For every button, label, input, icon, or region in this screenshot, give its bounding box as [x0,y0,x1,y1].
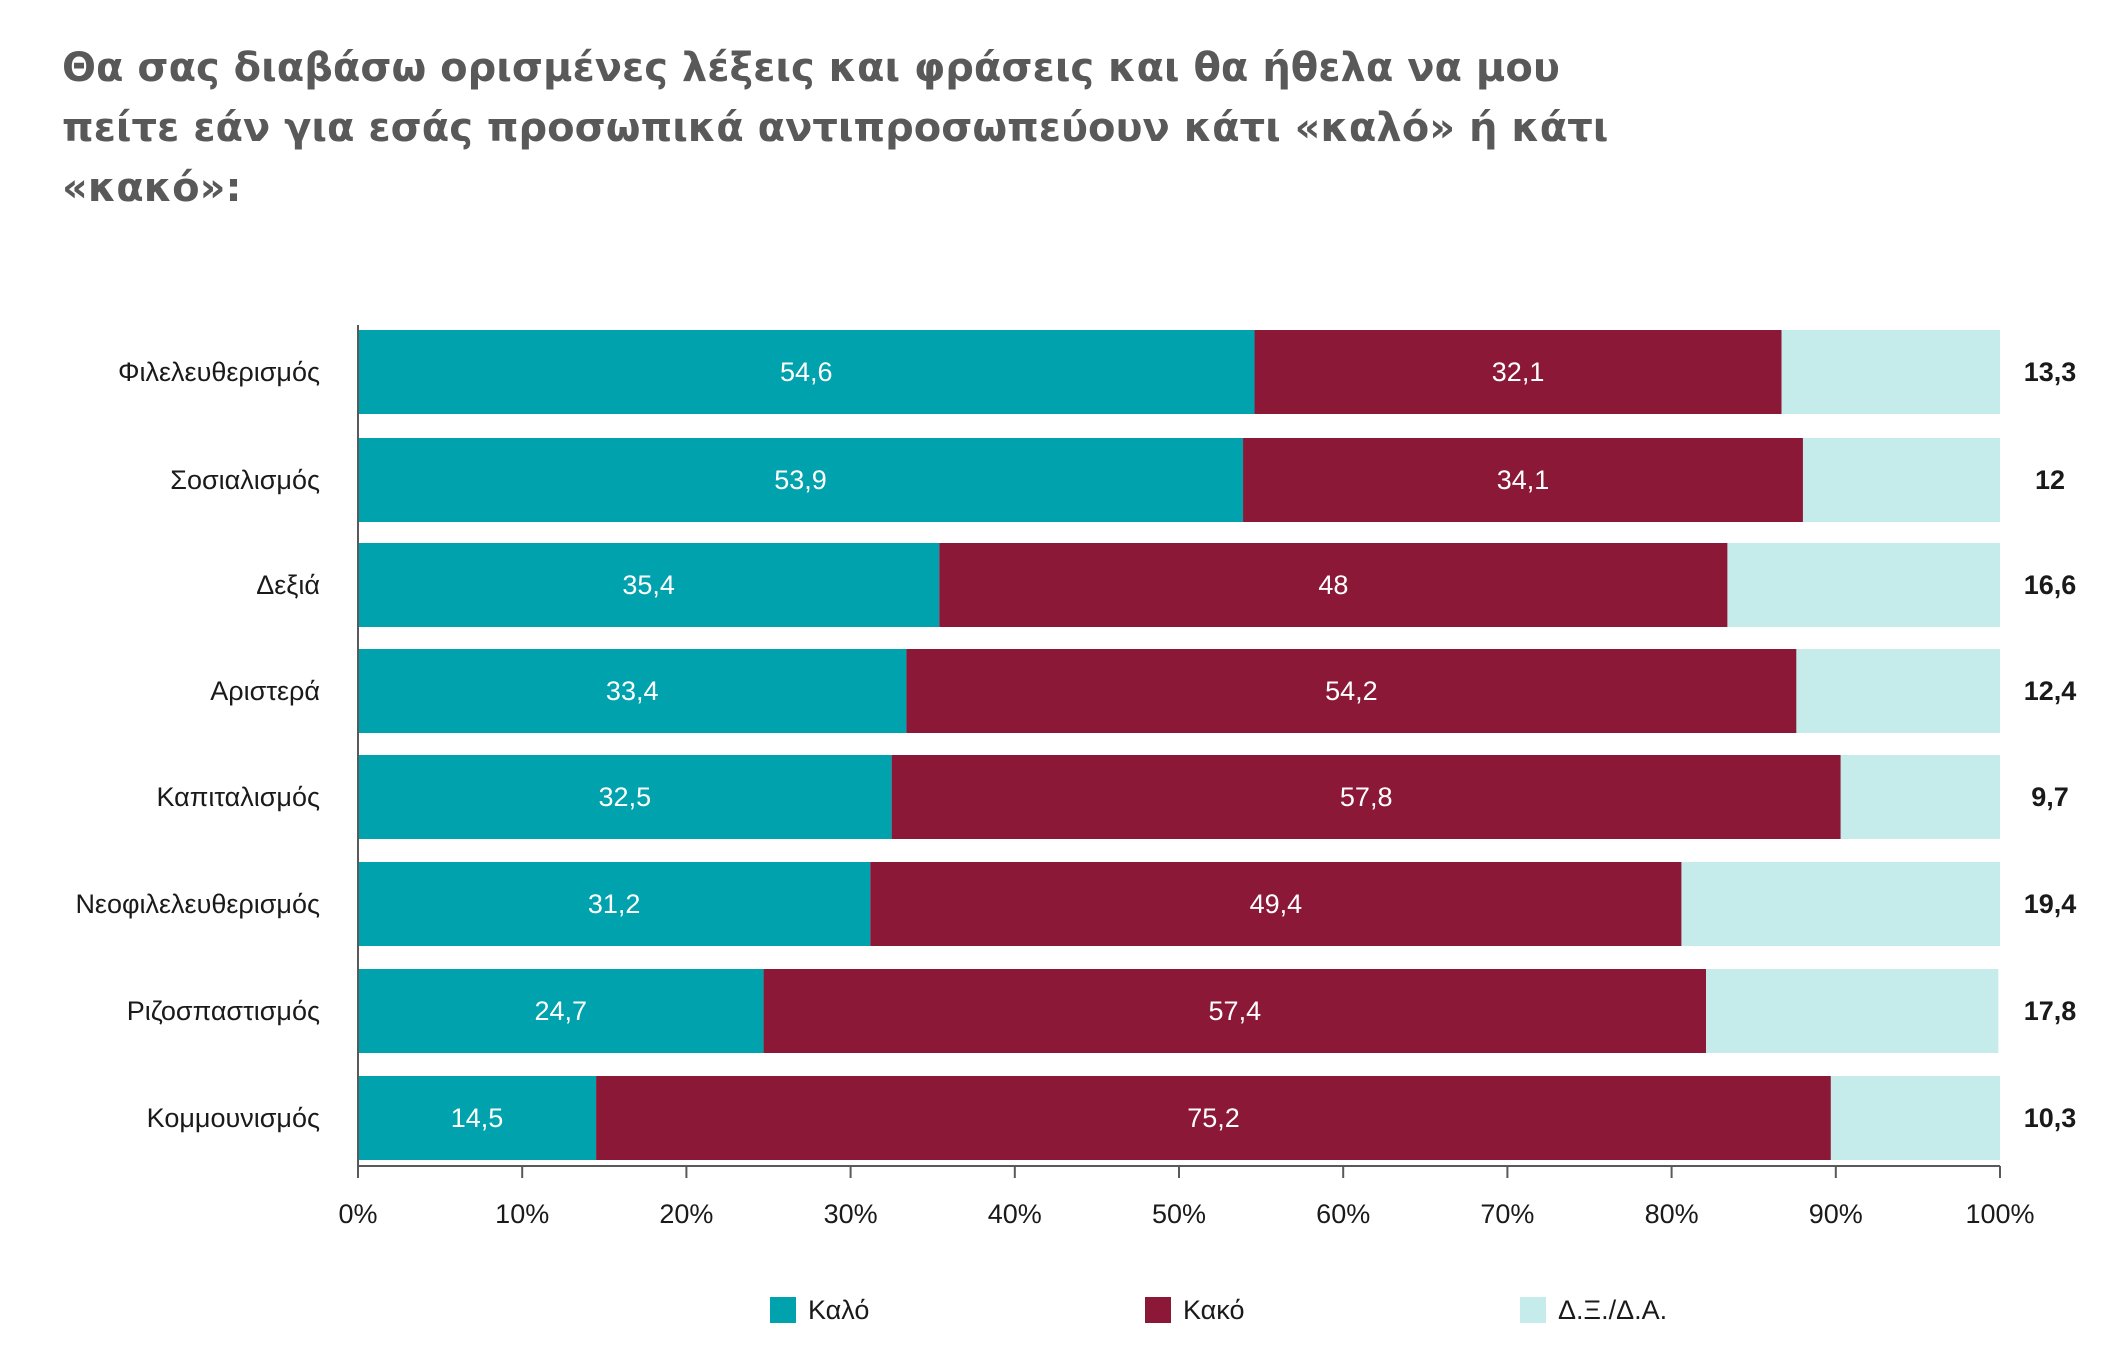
data-label-κακό-δεξιά: 48 [1318,570,1348,600]
category-label-φιλελευθερισμός: Φιλελευθερισμός [118,357,320,387]
x-tick-label-3: 30% [824,1199,878,1229]
bar-καλό-δεξιά [358,543,940,627]
data-label-δ-ξ-δ-α-σοσιαλισμός: 12 [2035,465,2065,495]
bar-δ-ξ-δ-α-καπιταλισμός [1840,755,2000,839]
bar-κακό-κομμουνισμός [596,1076,1831,1160]
data-label-δ-ξ-δ-α-δεξιά: 16,6 [2024,570,2077,600]
legend-label-κακό: Κακό [1183,1295,1244,1325]
bar-δ-ξ-δ-α-φιλελευθερισμός [1781,330,2000,414]
chart-title: Θα σας διαβάσω ορισμένες λέξεις και φράσ… [62,45,1609,211]
category-label-κομμουνισμός: Κομμουνισμός [147,1103,320,1133]
x-tick-label-0: 0% [338,1199,377,1229]
data-label-κακό-φιλελευθερισμός: 32,1 [1492,357,1545,387]
data-label-καλό-δεξιά: 35,4 [622,570,675,600]
data-label-κακό-κομμουνισμός: 75,2 [1187,1103,1240,1133]
data-label-δ-ξ-δ-α-κομμουνισμός: 10,3 [2024,1103,2077,1133]
legend: Καλό Κακό Δ.Ξ./Δ.Α. [770,1295,1667,1325]
x-tick-label-6: 60% [1316,1199,1370,1229]
data-label-κακό-ριζοσπαστισμός: 57,4 [1209,996,1262,1026]
bar-κακό-ριζοσπαστισμός [763,969,1707,1053]
x-tick-label-4: 40% [988,1199,1042,1229]
data-label-κακό-αριστερά: 54,2 [1325,676,1378,706]
x-tick-label-10: 100% [1965,1199,2034,1229]
data-label-κακό-σοσιαλισμός: 34,1 [1497,465,1550,495]
category-label-αριστερά: Αριστερά [210,676,320,706]
data-label-καλό-νεοφιλελευθερισμός: 31,2 [588,889,641,919]
bar-δ-ξ-δ-α-νεοφιλελευθερισμός [1681,862,2000,946]
bar-καλό-σοσιαλισμός [358,438,1244,522]
x-tick-label-7: 70% [1480,1199,1534,1229]
data-label-καλό-φιλελευθερισμός: 54,6 [780,357,833,387]
data-label-δ-ξ-δ-α-καπιταλισμός: 9,7 [2031,782,2069,812]
data-label-καλό-αριστερά: 33,4 [606,676,659,706]
data-label-δ-ξ-δ-α-νεοφιλελευθερισμός: 19,4 [2024,889,2077,919]
x-tick-label-2: 20% [659,1199,713,1229]
data-label-κακό-καπιταλισμός: 57,8 [1340,782,1393,812]
legend-label-δ-ξ-δ-α: Δ.Ξ./Δ.Α. [1558,1295,1667,1325]
bar-δ-ξ-δ-α-δεξιά [1727,543,2000,627]
bar-κακό-δεξιά [939,543,1728,627]
bar-καλό-κομμουνισμός [358,1076,597,1160]
bars-group: 54,6 32,1 13,3 53,9 34,1 12 35,4 48 16,6 33,4 54,2… [358,330,2076,1160]
bar-κακό-σοσιαλισμός [1243,438,1803,522]
data-label-δ-ξ-δ-α-αριστερά: 12,4 [2024,676,2077,706]
data-label-δ-ξ-δ-α-φιλελευθερισμός: 13,3 [2024,357,2077,387]
category-label-δεξιά: Δεξιά [256,570,320,600]
bar-δ-ξ-δ-α-κομμουνισμός [1830,1076,2000,1160]
category-label-σοσιαλισμός: Σοσιαλισμός [170,465,320,495]
axes-group: Φιλελευθερισμός Σοσιαλισμός Δεξιά Αριστερά Κ… [75,325,2035,1229]
x-tick-label-8: 80% [1645,1199,1699,1229]
bar-δ-ξ-δ-α-αριστερά [1796,649,2000,733]
legend-swatch-κακό [1145,1297,1171,1323]
data-label-καλό-σοσιαλισμός: 53,9 [774,465,827,495]
category-label-καπιταλισμός: Καπιταλισμός [156,782,320,812]
bar-δ-ξ-δ-α-σοσιαλισμός [1802,438,2000,522]
data-label-καλό-ριζοσπαστισμός: 24,7 [535,996,588,1026]
data-label-καλό-καπιταλισμός: 32,5 [599,782,652,812]
bar-καλό-καπιταλισμός [358,755,892,839]
x-tick-label-5: 50% [1152,1199,1206,1229]
data-label-καλό-κομμουνισμός: 14,5 [451,1103,504,1133]
category-label-ριζοσπαστισμός: Ριζοσπαστισμός [127,996,320,1026]
legend-swatch-καλό [770,1297,796,1323]
bar-καλό-νεοφιλελευθερισμός [358,862,871,946]
x-tick-label-1: 10% [495,1199,549,1229]
bar-καλό-αριστερά [358,649,907,733]
bar-κακό-φιλελευθερισμός [1254,330,1782,414]
x-tick-label-9: 90% [1809,1199,1863,1229]
data-label-κακό-νεοφιλελευθερισμός: 49,4 [1250,889,1303,919]
legend-label-καλό: Καλό [808,1295,869,1325]
legend-swatch-δ-ξ-δ-α [1520,1297,1546,1323]
data-label-δ-ξ-δ-α-ριζοσπαστισμός: 17,8 [2024,996,2077,1026]
bar-κακό-καπιταλισμός [891,755,1841,839]
bar-καλό-ριζοσπαστισμός [358,969,764,1053]
bar-κακό-νεοφιλελευθερισμός [870,862,1682,946]
bar-καλό-φιλελευθερισμός [358,330,1255,414]
bar-δ-ξ-δ-α-ριζοσπαστισμός [1706,969,1999,1053]
category-label-νεοφιλελευθερισμός: Νεοφιλελευθερισμός [75,889,320,919]
bar-κακό-αριστερά [906,649,1797,733]
